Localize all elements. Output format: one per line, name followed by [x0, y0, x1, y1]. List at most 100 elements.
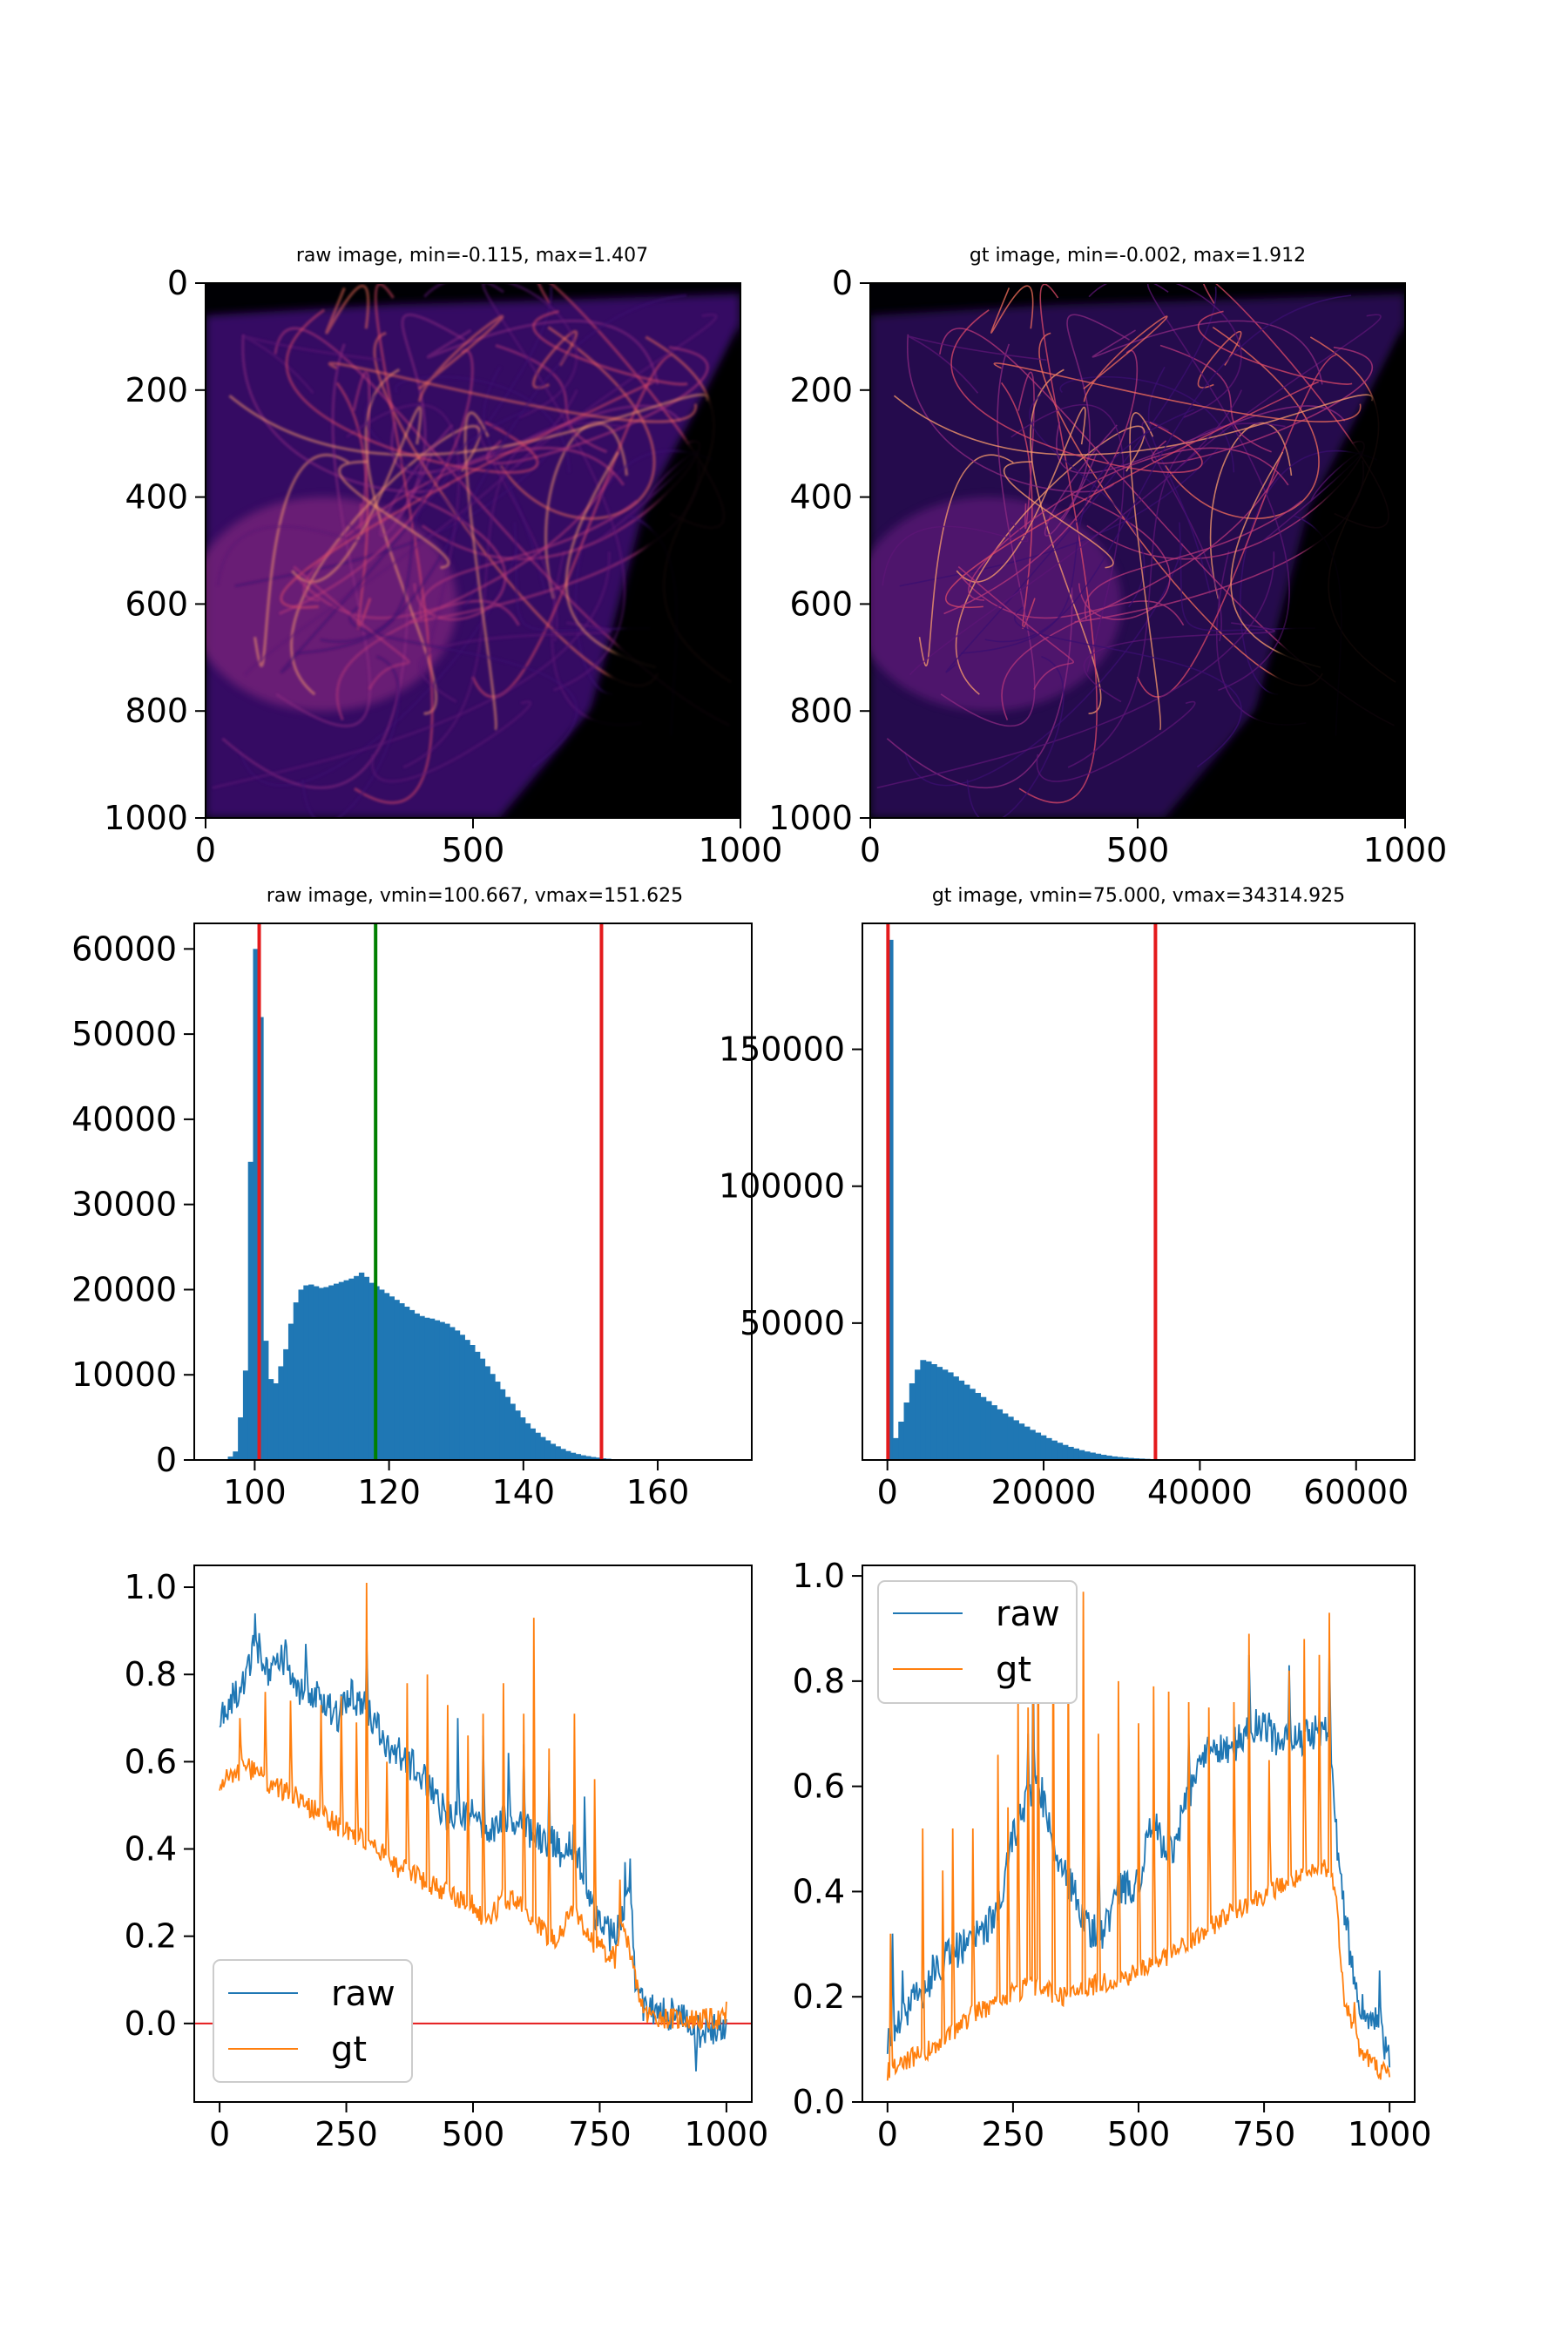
filament — [961, 409, 1195, 654]
filament — [903, 543, 1184, 787]
histogram-bar — [550, 1443, 557, 1460]
filament — [278, 348, 474, 616]
x-tick-label: 1000 — [699, 831, 783, 869]
x-tick-label: 750 — [1233, 2115, 1296, 2153]
y-tick-label: 10000 — [71, 1355, 177, 1394]
histogram-bar — [474, 1351, 481, 1460]
panel-profile-left: 0 250 500 750 1000 0.0 0.2 0.4 0.6 0.8 1.0 — [125, 1565, 768, 2153]
filament — [280, 286, 553, 674]
filament — [1056, 405, 1346, 474]
axes-frame — [193, 923, 753, 1461]
histogram-bar — [1117, 1456, 1124, 1460]
filament — [1147, 366, 1211, 594]
filament — [544, 422, 629, 599]
legend-raw-label: raw — [331, 1974, 395, 2014]
y-tick-label: 200 — [789, 371, 853, 409]
x-tick-label: 0 — [877, 1473, 898, 1511]
histogram-bar — [920, 1360, 927, 1460]
filament — [354, 283, 434, 805]
filament — [1010, 404, 1125, 672]
dark-region — [516, 326, 740, 818]
axes-frame — [862, 923, 1416, 1461]
y-tick-label: 1.0 — [125, 1568, 177, 1606]
histogram-bar — [283, 1348, 289, 1460]
x-tick-label: 100 — [223, 1473, 287, 1511]
panel-gt-histogram: gt image, vmin=75.000, vmax=34314.925 0 2… — [719, 885, 1416, 1511]
gt-histogram-plot: 0 20000 40000 60000 50000 100000 150000 — [719, 923, 1416, 1511]
histogram-bars — [227, 923, 632, 1460]
filament — [1000, 382, 1036, 629]
y-tick-label: 0.6 — [125, 1742, 177, 1781]
histogram-bar — [510, 1403, 516, 1460]
filament — [956, 406, 1086, 583]
histogram-bar — [936, 1367, 943, 1460]
histogram-bar — [464, 1340, 470, 1460]
histogram-bar — [540, 1436, 546, 1460]
x-tick-label: 0 — [860, 831, 881, 869]
y-tick-label: 30000 — [71, 1186, 177, 1224]
filament — [253, 453, 350, 667]
histogram-bar — [1122, 1457, 1129, 1460]
histogram-bar — [580, 1455, 586, 1460]
x-tick-label: 250 — [314, 2115, 378, 2153]
histogram-bar — [389, 1296, 395, 1460]
histogram-bar — [1007, 1416, 1014, 1460]
filament — [899, 448, 1219, 587]
histogram-bar — [278, 1366, 284, 1460]
filament — [402, 422, 621, 769]
gt-image-plot — [870, 283, 1405, 818]
x-tick-label: 0 — [209, 2115, 230, 2153]
filament — [945, 381, 1319, 609]
histogram-bar — [1024, 1426, 1031, 1460]
y-tick-label: 0.6 — [793, 1767, 845, 1806]
histogram-bar — [429, 1318, 436, 1460]
histogram-bar — [1057, 1443, 1064, 1460]
histogram-bar — [1002, 1413, 1009, 1460]
histogram-bar — [990, 1405, 997, 1460]
gt-histogram-title: gt image, vmin=75.000, vmax=34314.925 — [932, 885, 1345, 907]
filament — [426, 319, 659, 385]
histogram-bar — [555, 1446, 561, 1460]
y-tick-label: 1000 — [104, 799, 188, 837]
filament — [943, 349, 1139, 615]
histogram-bar — [1040, 1435, 1047, 1460]
dark-region — [1180, 326, 1405, 818]
y-tick-label: 0.0 — [793, 2083, 845, 2121]
histogram-bar — [1112, 1456, 1118, 1460]
panel-raw-image: raw image, min=-0.115, max=1.407 0 500 100… — [104, 245, 782, 869]
filament — [950, 309, 1203, 474]
y-tick-label: 800 — [789, 692, 853, 730]
filament — [1197, 310, 1353, 385]
filament — [212, 551, 611, 789]
histogram-bar — [887, 939, 894, 1460]
histogram-bar — [227, 1456, 233, 1460]
histogram-bar — [313, 1286, 320, 1460]
x-tick-label: 1000 — [1348, 2115, 1432, 2153]
filament — [984, 294, 1352, 643]
histogram-bar — [424, 1317, 430, 1460]
series-line-gt — [219, 1582, 727, 2031]
filament — [1083, 315, 1168, 402]
filament — [968, 447, 1289, 601]
histogram-bar — [524, 1423, 531, 1460]
histogram-bar — [293, 1302, 300, 1460]
histogram-bar — [585, 1456, 591, 1460]
histogram-bar — [287, 1323, 294, 1460]
histogram-bar — [439, 1321, 445, 1460]
series-line-raw — [219, 1613, 727, 2072]
y-tick-label: 100000 — [719, 1167, 845, 1206]
filament — [495, 344, 608, 454]
image-content — [206, 283, 740, 818]
y-tick-label: 0.4 — [793, 1872, 845, 1910]
histogram-bar — [1084, 1451, 1091, 1460]
histogram-bar — [298, 1289, 304, 1460]
histogram-bar — [1095, 1453, 1102, 1460]
filament — [338, 460, 450, 570]
histogram-bar — [308, 1284, 314, 1460]
filament — [285, 308, 539, 474]
gt-image-title: gt image, min=-0.002, max=1.912 — [970, 245, 1306, 267]
histogram-bar — [958, 1380, 965, 1460]
histogram-bar — [403, 1307, 410, 1460]
filament — [531, 330, 578, 389]
